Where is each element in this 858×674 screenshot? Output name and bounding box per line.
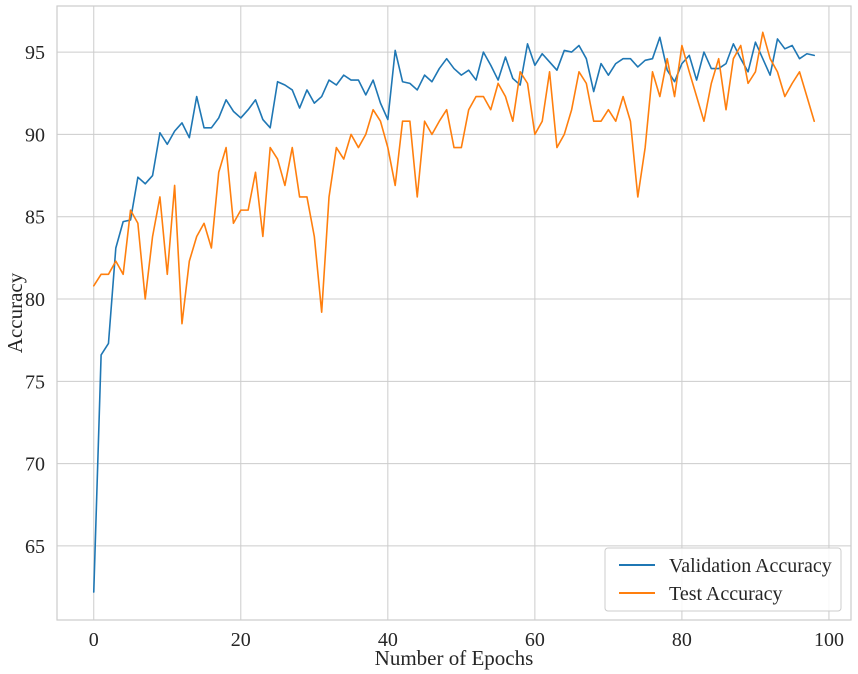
tick-labels: 0 20 40 60 80 100 65 70 75 80 85 90 95 — [25, 42, 844, 651]
x-tick-label: 80 — [672, 629, 692, 651]
legend-box — [604, 547, 842, 612]
y-axis-label: Accuracy — [3, 272, 27, 353]
x-tick-label: 40 — [378, 629, 398, 651]
series-layer — [92, 31, 816, 593]
validation-accuracy-line — [92, 36, 816, 593]
x-tick-label: 0 — [89, 629, 99, 651]
legend-label-validation: Validation Accuracy — [669, 555, 832, 577]
legend: Validation Accuracy Test Accuracy — [604, 547, 842, 612]
x-tick-label: 60 — [525, 629, 545, 651]
plot-frame — [56, 5, 852, 621]
y-tick-label: 85 — [25, 207, 45, 229]
y-tick-label: 70 — [25, 454, 45, 476]
y-tick-label: 65 — [25, 536, 45, 558]
x-tick-label: 100 — [814, 629, 844, 651]
legend-label-test: Test Accuracy — [669, 583, 783, 605]
x-axis-label: Number of Epochs — [375, 646, 534, 670]
grid — [57, 6, 851, 620]
x-tick-label: 20 — [231, 629, 251, 651]
y-tick-label: 80 — [25, 289, 45, 311]
y-tick-label: 90 — [25, 124, 45, 146]
y-tick-label: 75 — [25, 371, 45, 393]
y-tick-label: 95 — [25, 42, 45, 64]
test-accuracy-line — [92, 31, 816, 325]
